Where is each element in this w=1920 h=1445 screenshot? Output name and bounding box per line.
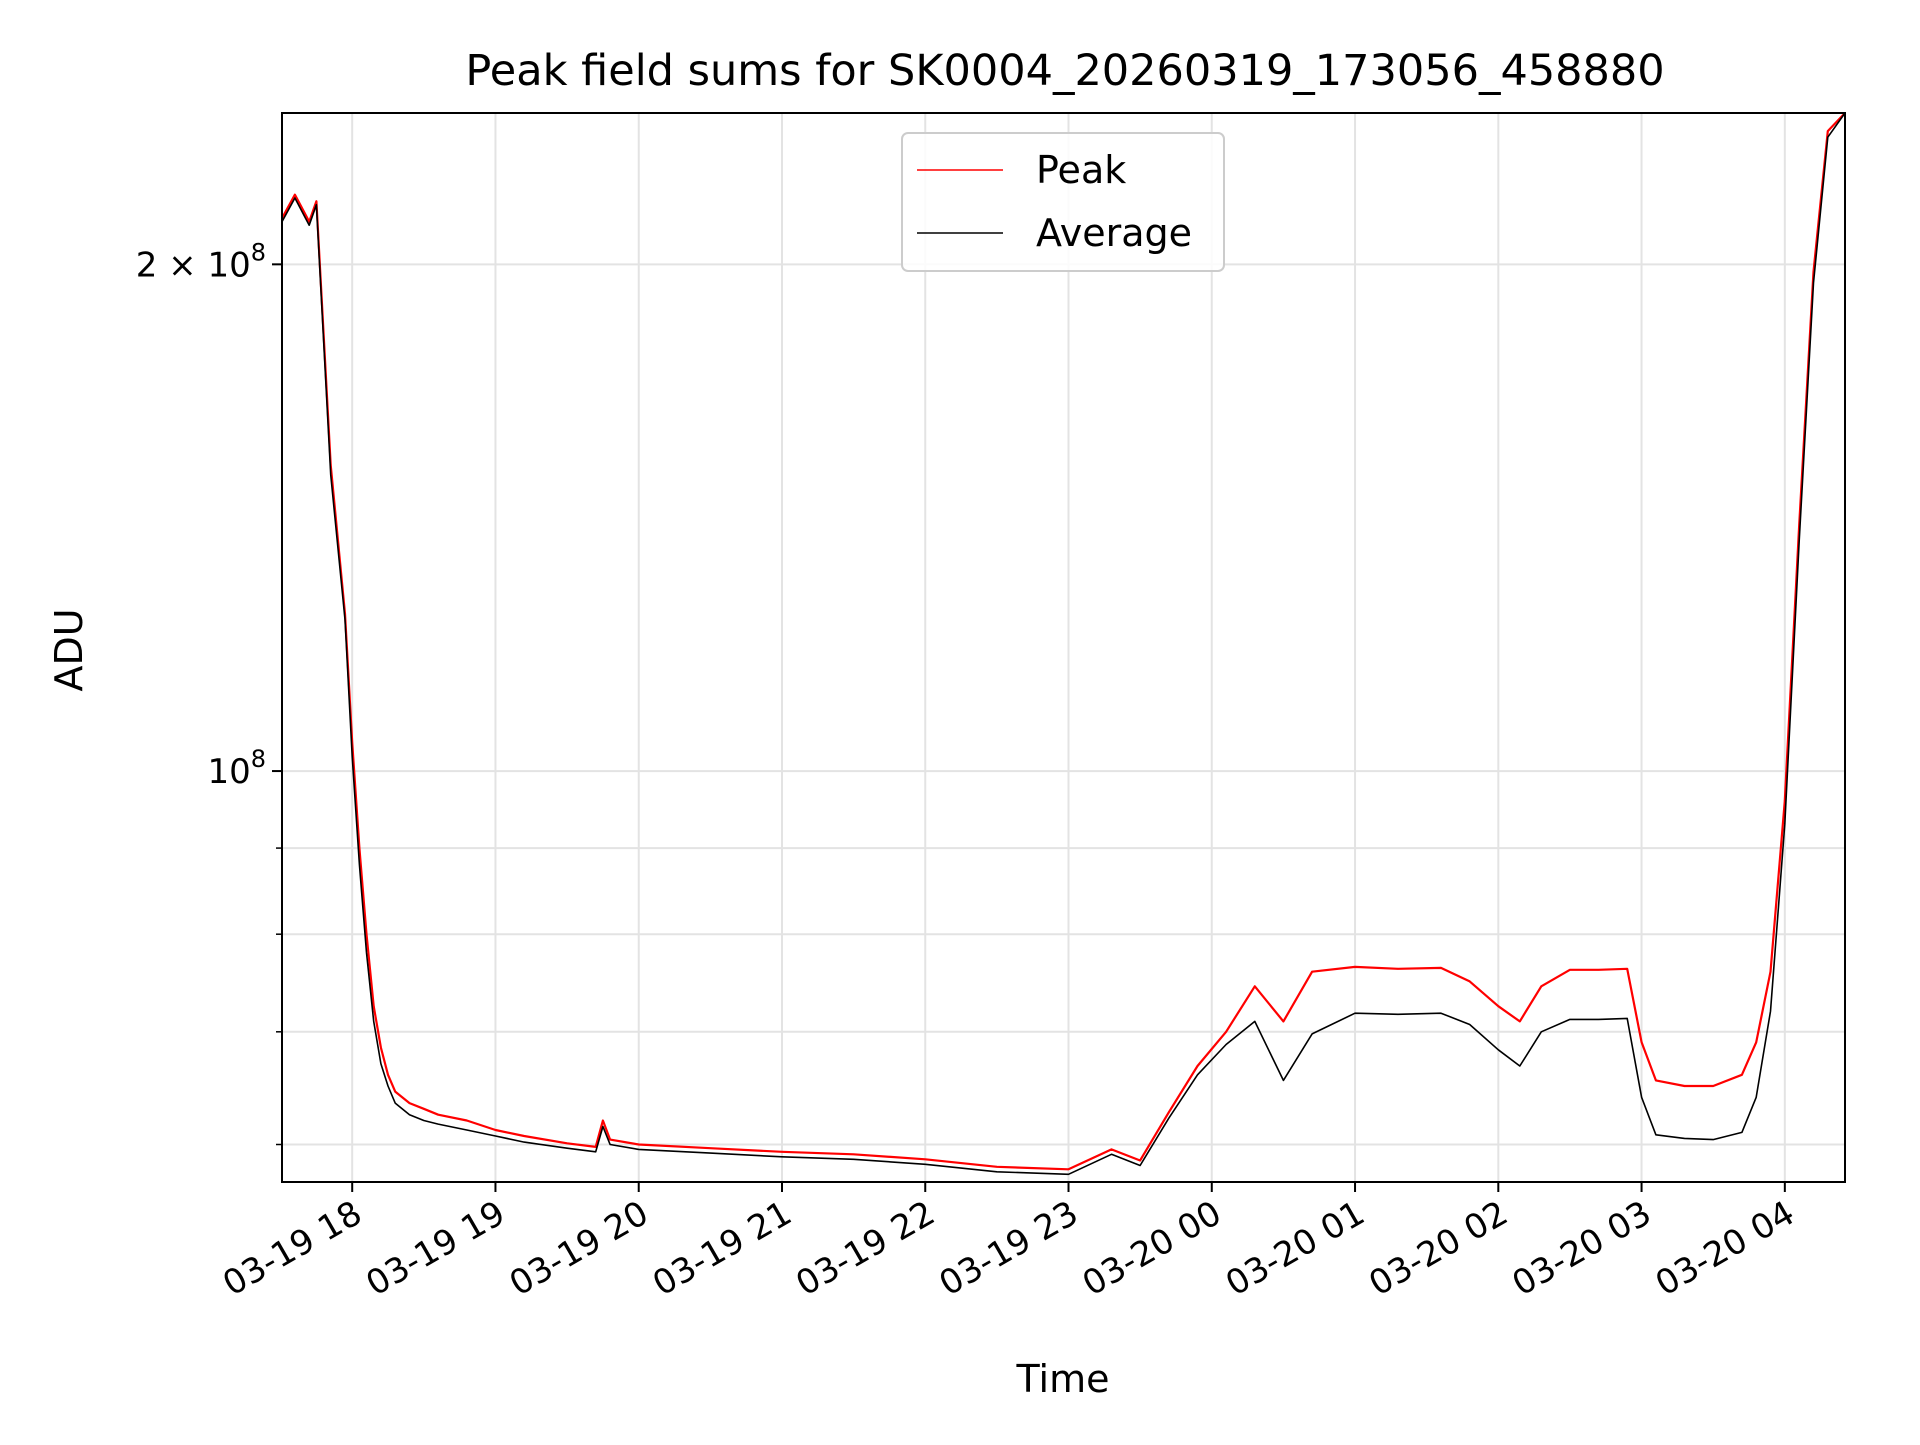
y-axis: 108 2 × 108	[136, 238, 282, 1146]
chart-title: Peak field sums for SK0004_20260319_1730…	[465, 46, 1664, 96]
series-layer	[281, 112, 1846, 1176]
y-tick-label: 108	[207, 745, 266, 792]
x-axis-label: Time	[1016, 1357, 1110, 1401]
grid-layer	[282, 113, 1845, 1182]
plot-area	[281, 112, 1846, 1183]
legend-label-average: Average	[1036, 211, 1192, 255]
legend-label-peak: Peak	[1036, 148, 1126, 192]
series-line-peak	[281, 112, 1846, 1171]
y-tick-label: 2 × 108	[136, 238, 266, 285]
plot-frame	[281, 112, 1846, 1183]
legend-box	[901, 132, 1225, 272]
y-axis-label: ADU	[47, 608, 91, 691]
legend: Peak Average	[901, 132, 1225, 272]
series-line-average	[281, 112, 1846, 1176]
plot-background	[282, 113, 1845, 1182]
